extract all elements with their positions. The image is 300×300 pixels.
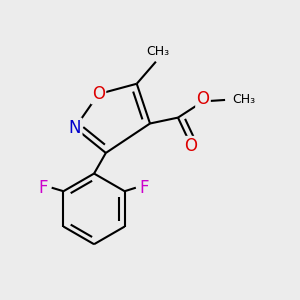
Text: O: O [196,90,209,108]
Text: F: F [139,179,149,197]
Text: CH₃: CH₃ [146,45,169,58]
Text: CH₃: CH₃ [232,93,256,106]
Text: O: O [184,137,197,155]
Text: F: F [39,179,48,197]
Text: N: N [69,119,81,137]
Text: O: O [92,85,105,103]
